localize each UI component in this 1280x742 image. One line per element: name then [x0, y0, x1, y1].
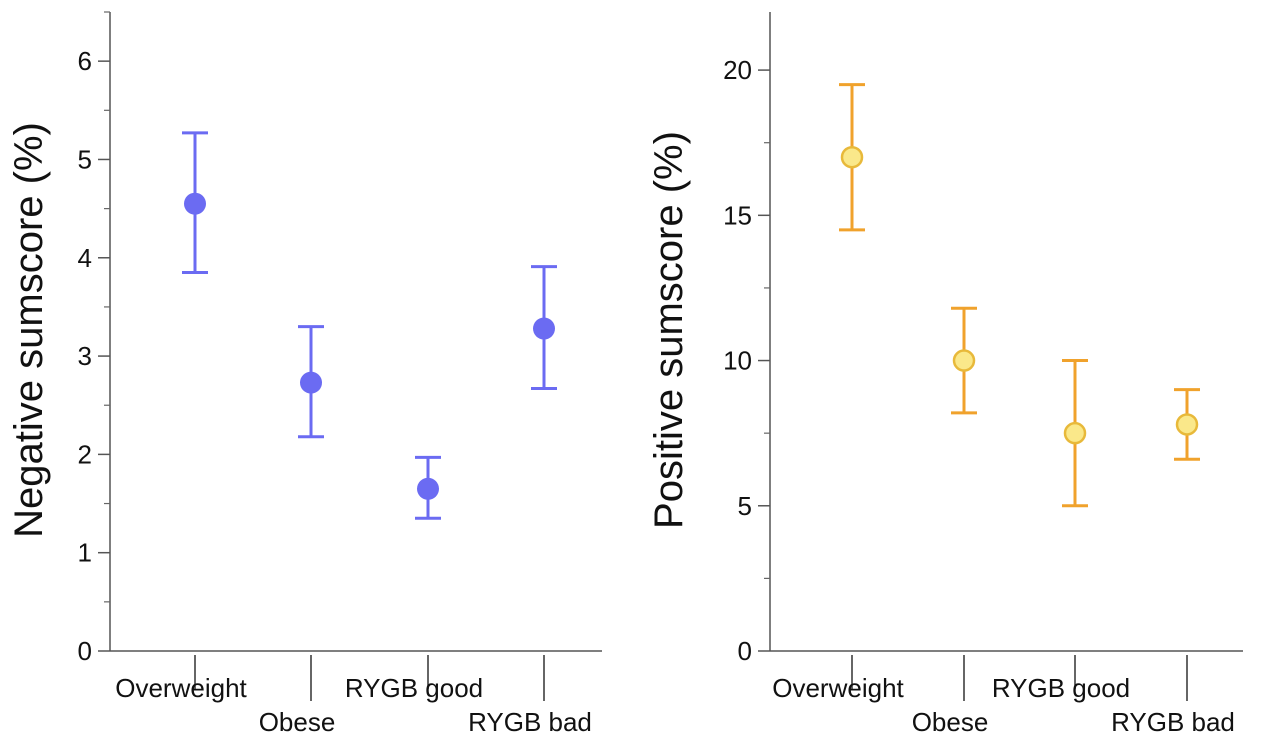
positive-sumscore-chart: 0 5 10 15 20 Positive sumscore (%) Overweight O… [647, 12, 1243, 737]
data-point [952, 349, 976, 372]
data-point [1063, 421, 1087, 445]
y-axis-title: Negative sumscore (%) [7, 122, 51, 538]
x-category-label: RYGB good [992, 673, 1130, 703]
x-category-label: Obese [912, 707, 989, 737]
x-category-label: Overweight [772, 673, 904, 703]
y-tick-label: 1 [78, 538, 92, 568]
data-point [840, 145, 864, 169]
x-category-label: RYGB good [345, 673, 483, 703]
y-tick-label: 20 [723, 55, 752, 85]
y-tick-label: 0 [738, 636, 752, 666]
y-tick-label: 4 [78, 243, 92, 273]
data-point [184, 192, 206, 215]
y-axis-title: Positive sumscore (%) [647, 131, 691, 529]
x-category-label: Overweight [115, 673, 247, 703]
x-category-label: RYGB bad [468, 707, 592, 737]
data-point [533, 317, 555, 340]
y-tick-label: 5 [78, 144, 92, 174]
data-point [417, 477, 439, 500]
x-category-label: RYGB bad [1111, 707, 1235, 737]
x-category-label: Obese [259, 707, 336, 737]
y-tick-label: 15 [723, 200, 752, 230]
y-tick-label: 10 [723, 346, 752, 376]
y-tick-label: 3 [78, 341, 92, 371]
y-tick-label: 5 [738, 491, 752, 521]
data-point [300, 371, 322, 394]
data-point [1175, 413, 1199, 436]
y-tick-label: 2 [78, 439, 92, 469]
negative-sumscore-chart: 0 1 2 3 4 5 6 Negative sumscore (%) Overweight Ob… [7, 11, 602, 737]
y-tick-label: 6 [78, 46, 92, 76]
y-tick-label: 0 [78, 636, 92, 666]
